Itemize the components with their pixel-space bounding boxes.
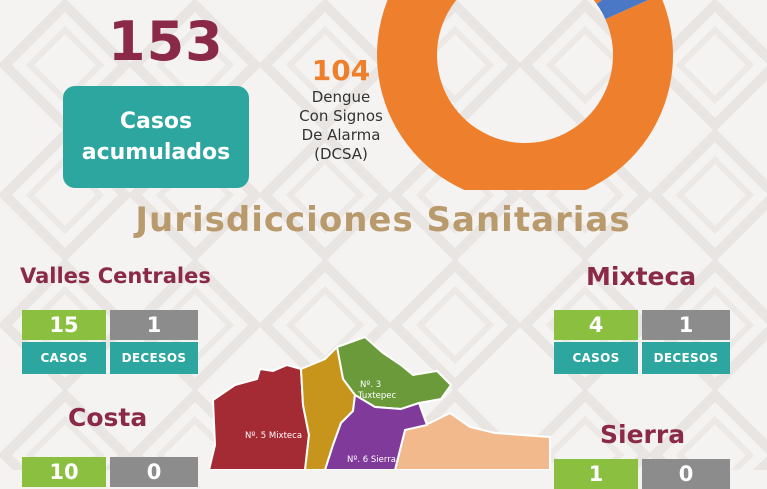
region-valles-centrales: Valles Centrales — [20, 264, 211, 288]
mixteca-casos-value: 4 — [554, 310, 638, 340]
region-mixteca: Mixteca — [586, 262, 697, 291]
map-label-mixteca: Nº. 5 Mixteca — [245, 431, 302, 441]
region-sierra: Sierra — [600, 420, 686, 449]
sierra-casos-value: 1 — [554, 459, 638, 489]
mixteca-decesos-value: 1 — [642, 310, 730, 340]
valles-casos-value: 15 — [22, 310, 106, 340]
valles-decesos-label: DECESOS — [110, 342, 198, 374]
costa-casos-value: 10 — [22, 457, 106, 487]
region-costa: Costa — [68, 403, 148, 432]
donut-slice-other — [596, 0, 649, 20]
dcsa-label-line: Con Signos — [299, 107, 383, 125]
total-cases-badge: Casos acumulados — [63, 86, 249, 188]
map-region-istmo — [393, 411, 551, 470]
valles-decesos-value: 1 — [110, 310, 198, 340]
total-cases-label-line1: Casos — [119, 109, 193, 134]
dcsa-label-line: De Alarma — [301, 126, 381, 144]
map-label-tuxtepec-num: Nº. 3 — [360, 380, 381, 390]
total-cases-label-line2: acumulados — [81, 140, 231, 165]
costa-decesos-value: 0 — [110, 457, 198, 487]
jurisdictions-map: Nº. 5 Mixteca Nº. 3 Tuxtepec Nº. 6 Sierr… — [207, 335, 551, 470]
map-region-sierra — [323, 393, 429, 470]
map-label-sierra: Nº. 6 Sierra — [347, 455, 396, 465]
dcsa-label-line: (DCSA) — [314, 145, 368, 163]
dcsa-donut-chart — [377, 0, 673, 190]
donut-slice-dcsa — [377, 0, 673, 190]
mixteca-decesos-label: DECESOS — [642, 342, 730, 374]
jurisdicciones-title: Jurisdicciones Sanitarias — [135, 200, 631, 240]
valles-casos-label: CASOS — [22, 342, 106, 374]
total-cases-count: 153 — [108, 10, 224, 73]
mixteca-casos-label: CASOS — [554, 342, 638, 374]
dcsa-label-line: Dengue — [311, 88, 371, 106]
map-label-tuxtepec: Tuxtepec — [357, 391, 397, 401]
map-region-mixteca — [207, 363, 311, 470]
sierra-decesos-value: 0 — [642, 459, 730, 489]
dcsa-count: 104 — [311, 54, 371, 87]
dcsa-label: Dengue Con Signos De Alarma (DCSA) — [294, 88, 388, 164]
